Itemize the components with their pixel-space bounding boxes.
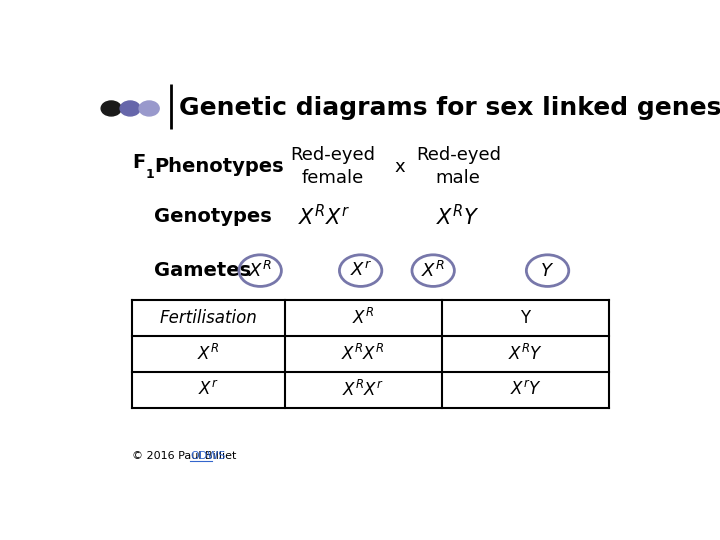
Text: $X^{r}$: $X^{r}$	[349, 261, 372, 280]
Text: $X^{R}X^{R}$: $X^{R}X^{R}$	[341, 344, 385, 364]
Text: 1: 1	[145, 167, 155, 181]
Text: Gametes: Gametes	[154, 261, 251, 280]
Text: Genetic diagrams for sex linked genes: Genetic diagrams for sex linked genes	[179, 97, 720, 120]
Circle shape	[101, 101, 121, 116]
Text: $X^{r}$: $X^{r}$	[198, 381, 219, 399]
Text: $X^{R}$: $X^{R}$	[248, 261, 272, 281]
Text: F: F	[132, 153, 145, 172]
Text: Red-eyed
female: Red-eyed female	[290, 146, 375, 187]
Text: $X^{R}Y$: $X^{R}Y$	[508, 344, 543, 364]
Text: Phenotypes: Phenotypes	[154, 157, 284, 176]
Text: $X^{R}Y$: $X^{R}Y$	[436, 204, 480, 229]
Text: Y: Y	[521, 309, 531, 327]
Text: © 2016 Paul Billiet: © 2016 Paul Billiet	[132, 451, 240, 461]
Text: $Y$: $Y$	[541, 261, 554, 280]
Text: $X^{R}X^{r}$: $X^{R}X^{r}$	[298, 204, 351, 229]
Text: $X^{R}$: $X^{R}$	[197, 344, 220, 364]
Text: Fertilisation: Fertilisation	[159, 309, 257, 327]
Text: $X^{R}X^{r}$: $X^{R}X^{r}$	[342, 380, 384, 400]
Text: $X^{R}$: $X^{R}$	[421, 261, 445, 281]
Text: $X^{R}$: $X^{R}$	[352, 308, 374, 328]
Text: Genotypes: Genotypes	[154, 207, 272, 226]
Circle shape	[139, 101, 159, 116]
Text: $X^{r}Y$: $X^{r}Y$	[510, 381, 541, 399]
Text: x: x	[395, 158, 405, 176]
Text: ODWS: ODWS	[190, 451, 226, 461]
Circle shape	[120, 101, 140, 116]
Text: Red-eyed
male: Red-eyed male	[415, 146, 501, 187]
